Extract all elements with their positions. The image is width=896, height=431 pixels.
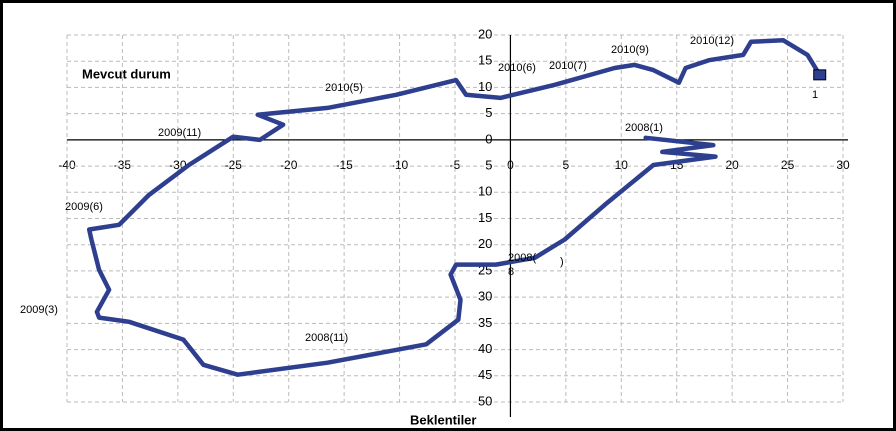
y-tick-label: 10 [478, 184, 492, 199]
annotation: 2010(9) [611, 44, 649, 56]
y-tick-label: 20 [478, 26, 492, 41]
y-tick-label: 5 [485, 105, 492, 120]
annotation: 1 [812, 89, 818, 101]
y-tick-label: 0 [485, 131, 492, 146]
x-tick-label: -40 [58, 158, 76, 172]
x-tick-label: 10 [615, 158, 629, 172]
x-axis-title: Beklentiler [410, 412, 476, 427]
annotation: 2010(6) [498, 62, 536, 74]
y-tick-label: 20 [478, 236, 492, 251]
y-tick-label: 10 [478, 79, 492, 94]
annotation: 2009(3) [20, 304, 58, 316]
trajectory-line [86, 37, 822, 377]
annotation: 2009(11) [158, 127, 201, 139]
y-tick-label: 35 [478, 315, 492, 330]
y-tick-label: 30 [478, 289, 492, 304]
annotation: 2008(11) [305, 332, 348, 344]
x-tick-label: 20 [725, 158, 739, 172]
x-tick-label: 30 [836, 158, 850, 172]
y-axis-title: Mevcut durum [82, 66, 171, 81]
x-tick-label: -35 [114, 158, 132, 172]
annotation: 2010(7) [549, 60, 587, 72]
y-tick-label: 15 [478, 210, 492, 225]
y-tick-label: 45 [478, 367, 492, 382]
x-tick-label: -10 [391, 158, 409, 172]
annotation: 2010(12) [690, 35, 734, 47]
annotation: 2008( [508, 252, 536, 264]
x-tick-label: -25 [225, 158, 243, 172]
x-tick-label: -5 [450, 158, 461, 172]
annotation: ) [560, 256, 564, 268]
y-tick-label: 50 [478, 393, 492, 408]
y-tick-label: 40 [478, 341, 492, 356]
x-tick-label: 25 [781, 158, 795, 172]
y-tick-label: 5 [485, 158, 492, 173]
annotation: 2008(1) [625, 122, 663, 134]
x-tick-label: 5 [563, 158, 570, 172]
y-tick-label: 15 [478, 53, 492, 68]
x-tick-label: -20 [280, 158, 298, 172]
end-marker [813, 69, 827, 81]
annotation: 2010(5) [325, 82, 363, 94]
annotation: 2009(6) [65, 201, 103, 213]
annotation: 8 [508, 266, 514, 278]
x-tick-label: -15 [335, 158, 353, 172]
